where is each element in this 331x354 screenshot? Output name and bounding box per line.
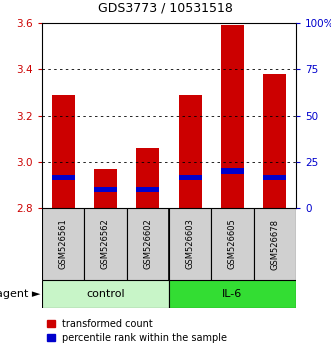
- Text: GSM526603: GSM526603: [186, 218, 195, 269]
- Bar: [94, 187, 117, 192]
- Bar: [178, 175, 202, 181]
- Bar: [42, 280, 169, 308]
- Bar: [263, 74, 286, 208]
- Bar: [169, 280, 296, 308]
- Text: IL-6: IL-6: [222, 289, 243, 299]
- Text: GSM526561: GSM526561: [59, 219, 68, 269]
- Bar: [221, 169, 244, 173]
- Text: GDS3773 / 10531518: GDS3773 / 10531518: [98, 2, 233, 15]
- Bar: [52, 175, 75, 181]
- Text: control: control: [86, 289, 125, 299]
- Bar: [136, 187, 160, 192]
- Text: agent ►: agent ►: [0, 289, 40, 299]
- Text: GSM526602: GSM526602: [143, 219, 152, 269]
- Bar: [136, 148, 160, 208]
- Legend: transformed count, percentile rank within the sample: transformed count, percentile rank withi…: [47, 319, 227, 343]
- Text: GSM526605: GSM526605: [228, 219, 237, 269]
- Bar: [127, 208, 169, 280]
- Bar: [42, 208, 84, 280]
- Bar: [263, 175, 286, 181]
- Bar: [94, 169, 117, 208]
- Text: GSM526562: GSM526562: [101, 219, 110, 269]
- Text: GSM526678: GSM526678: [270, 218, 279, 269]
- Bar: [211, 208, 254, 280]
- Bar: [178, 95, 202, 208]
- Bar: [52, 95, 75, 208]
- Bar: [169, 208, 211, 280]
- Bar: [84, 208, 127, 280]
- Bar: [221, 25, 244, 208]
- Bar: [254, 208, 296, 280]
